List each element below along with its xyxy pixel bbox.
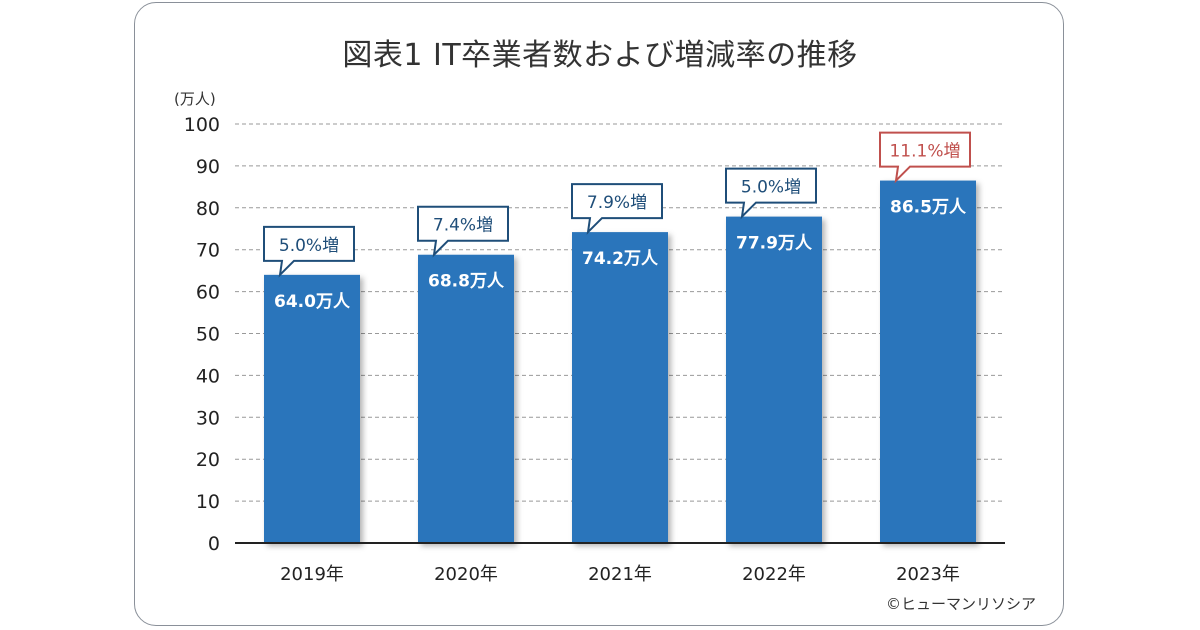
y-tick-label: 20 <box>196 449 220 471</box>
bar <box>880 180 976 543</box>
y-tick-label: 70 <box>196 240 220 262</box>
bar <box>264 274 360 543</box>
x-tick-label: 2023年 <box>896 564 960 585</box>
bar <box>572 232 668 544</box>
copyright-credit: ©ヒューマンリソシア <box>886 595 1037 613</box>
growth-callout <box>417 205 509 258</box>
y-tick-label: 30 <box>196 407 220 429</box>
bar-value-label: 64.0万人 <box>274 292 351 312</box>
bar-value-label: 86.5万人 <box>890 198 967 218</box>
growth-rate-label: 7.9%増 <box>587 193 647 213</box>
bar-value-label: 74.2万人 <box>582 249 659 269</box>
chart-title: 図表1 IT卒業者数および増減率の推移 <box>342 38 858 73</box>
growth-rate-label: 5.0%増 <box>279 236 339 256</box>
x-tick-label: 2019年 <box>280 564 344 585</box>
bar <box>418 254 514 543</box>
growth-callout <box>263 225 355 278</box>
y-tick-label: 40 <box>196 365 220 387</box>
y-tick-label: 50 <box>196 324 220 346</box>
y-tick-label: 10 <box>196 491 220 513</box>
growth-rate-label: 11.1%増 <box>889 142 960 162</box>
y-tick-label: 0 <box>208 533 220 555</box>
x-tick-label: 2020年 <box>434 564 498 585</box>
growth-rate-label: 5.0%増 <box>741 178 801 198</box>
x-tick-label: 2022年 <box>742 564 806 585</box>
growth-callout <box>879 131 971 184</box>
growth-callout <box>725 167 817 220</box>
bar-value-label: 77.9万人 <box>736 234 813 254</box>
x-tick-label: 2021年 <box>588 564 652 585</box>
y-tick-label: 80 <box>196 198 220 220</box>
bar-value-label: 68.8万人 <box>428 272 505 292</box>
growth-rate-label: 7.4%増 <box>433 216 493 236</box>
y-tick-label: 60 <box>196 282 220 304</box>
y-tick-label: 100 <box>184 114 220 136</box>
bar <box>726 216 822 543</box>
growth-callout <box>571 183 663 235</box>
y-axis-unit: (万人) <box>174 90 216 108</box>
y-tick-label: 90 <box>196 156 220 178</box>
